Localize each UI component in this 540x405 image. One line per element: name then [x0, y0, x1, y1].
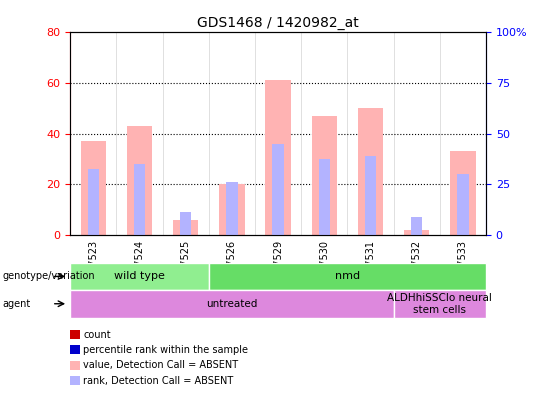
Bar — [173, 220, 198, 235]
Text: percentile rank within the sample: percentile rank within the sample — [83, 345, 248, 355]
Text: rank, Detection Call = ABSENT: rank, Detection Call = ABSENT — [83, 376, 233, 386]
Text: genotype/variation: genotype/variation — [3, 271, 96, 281]
Bar — [319, 159, 330, 235]
Bar — [87, 169, 99, 235]
Text: value, Detection Call = ABSENT: value, Detection Call = ABSENT — [83, 360, 238, 370]
Bar — [180, 212, 191, 235]
Text: untreated: untreated — [206, 299, 258, 309]
Bar — [457, 174, 469, 235]
Text: wild type: wild type — [114, 271, 165, 281]
Bar — [80, 141, 106, 235]
Bar — [312, 116, 337, 235]
Bar — [404, 230, 429, 235]
Bar — [265, 81, 291, 235]
Title: GDS1468 / 1420982_at: GDS1468 / 1420982_at — [197, 16, 359, 30]
Bar — [450, 151, 476, 235]
Bar — [358, 108, 383, 235]
Text: ALDHhiSSClo neural
stem cells: ALDHhiSSClo neural stem cells — [387, 293, 492, 315]
Text: agent: agent — [3, 299, 31, 309]
Text: count: count — [83, 330, 111, 339]
Bar — [365, 156, 376, 235]
Bar — [134, 164, 145, 235]
Text: nmd: nmd — [335, 271, 360, 281]
Bar — [272, 144, 284, 235]
Bar — [226, 182, 238, 235]
Bar — [127, 126, 152, 235]
Bar — [411, 217, 422, 235]
Bar — [219, 184, 245, 235]
